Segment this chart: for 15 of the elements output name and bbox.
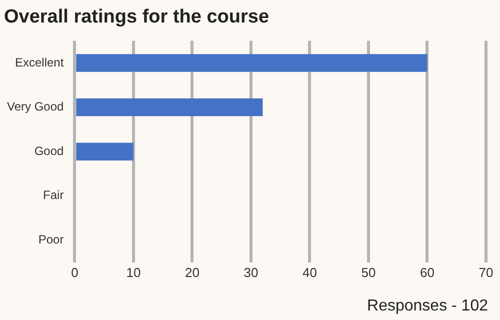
- x-tick-label: 40: [302, 264, 317, 280]
- x-tick-label: 10: [126, 264, 141, 280]
- y-tick-label: Fair: [43, 188, 64, 202]
- x-tick-label: 0: [71, 264, 78, 280]
- text: Responses - 102: [367, 297, 488, 314]
- y-tick-label: Good: [34, 144, 64, 158]
- chart-title: Overall ratings for the course: [4, 6, 270, 28]
- x-tick-label: 70: [478, 264, 494, 280]
- x-tick-label: 50: [361, 264, 376, 280]
- y-tick-label: Poor: [38, 232, 64, 247]
- y-tick-label: Very Good: [7, 100, 64, 114]
- x-tick-label: 60: [420, 264, 434, 280]
- x-tick-label: 20: [184, 264, 200, 280]
- x-tick-label: 30: [244, 264, 258, 280]
- y-tick-label: Excellent: [15, 55, 64, 70]
